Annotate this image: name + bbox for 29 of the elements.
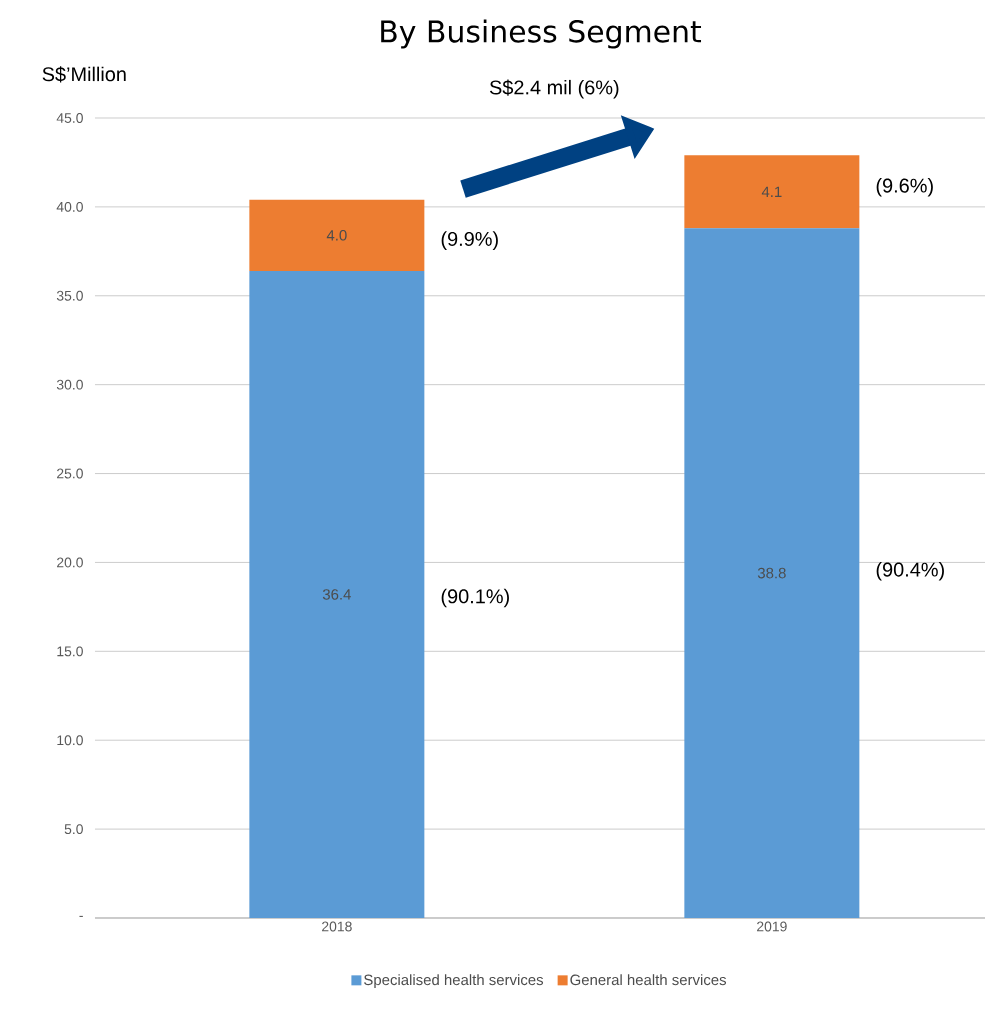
x-tick-label: 2019	[757, 921, 787, 932]
y-tick-label: 15.0	[57, 646, 83, 657]
chart-title: By Business Segment	[381, 19, 702, 49]
x-tick-label: 2018	[322, 921, 352, 932]
legend-label: General health services	[570, 974, 727, 986]
y-tick-label: 40.0	[56, 201, 83, 212]
annotation: (9.6%)	[876, 178, 933, 197]
annotation: (90.4%)	[876, 562, 944, 581]
y-tick-label: 45.0	[56, 113, 83, 123]
bar	[684, 228, 860, 918]
y-tick-label: 20.0	[57, 557, 83, 568]
data-label: 38.8	[757, 567, 786, 579]
data-label: 36.4	[322, 589, 351, 600]
y-tick-label: 35.0	[56, 290, 83, 301]
data-label: 4.0	[326, 230, 347, 241]
bar	[249, 199, 425, 271]
annotation: (90.1%)	[441, 588, 509, 608]
y-tick-label: -	[79, 915, 83, 917]
annotation: (9.9%)	[441, 231, 498, 250]
y-tick-label: 30.0	[56, 379, 83, 390]
y-tick-label: 10.0	[57, 735, 83, 746]
bar	[684, 155, 860, 229]
y-tick-label: 5.0	[64, 824, 83, 835]
y-axis-title: S$’Million	[42, 66, 126, 83]
data-label: 4.1	[761, 186, 782, 197]
text: S$2.4 mil (6%)	[489, 79, 619, 99]
bar	[249, 270, 425, 918]
y-tick-label: 25.0	[57, 468, 83, 479]
legend-label: Specialised health services	[364, 974, 544, 989]
